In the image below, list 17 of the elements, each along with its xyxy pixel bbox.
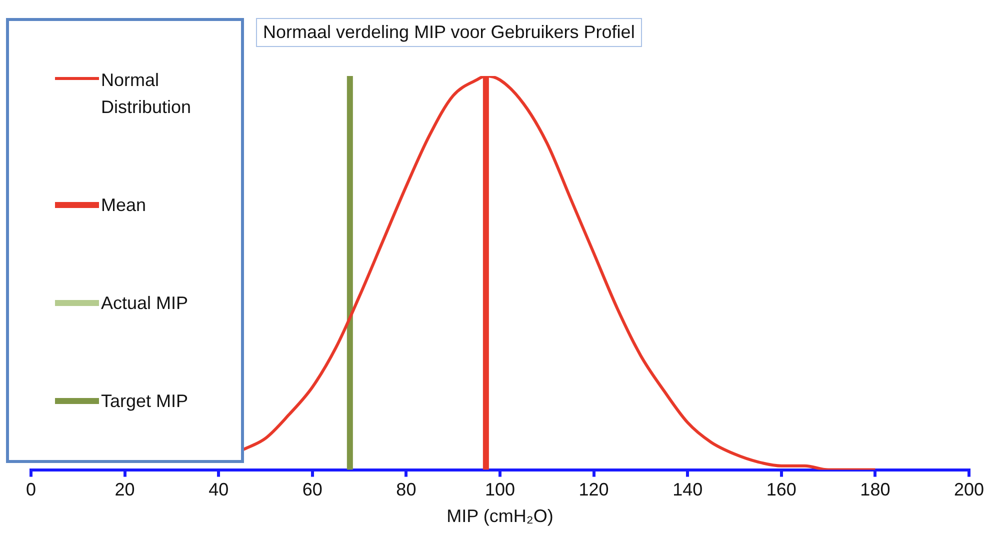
x-tick-label: 140 (672, 480, 703, 500)
x-tick-label: 20 (114, 480, 135, 500)
x-tick-label: 100 (484, 480, 516, 500)
x-tick-label: 180 (860, 480, 890, 500)
legend-label: Mean (101, 194, 148, 216)
x-tick-label: 0 (26, 480, 36, 500)
x-axis-title: MIP (cmH₂O) (446, 506, 554, 526)
x-tick-label: 120 (578, 480, 609, 500)
x-tick-label: 80 (396, 480, 416, 500)
x-tick-label: 40 (208, 480, 229, 500)
legend-label: Target MIP (101, 390, 190, 413)
legend-label: Normal Distribution (101, 68, 192, 118)
x-tick-label: 200 (954, 480, 984, 500)
x-tick-label: 60 (302, 480, 322, 500)
x-tick-label: 160 (766, 480, 796, 500)
legend-label: Actual MIP (101, 292, 190, 314)
chart-title: Normaal verdeling MIP voor Gebruikers Profiel (256, 18, 642, 47)
